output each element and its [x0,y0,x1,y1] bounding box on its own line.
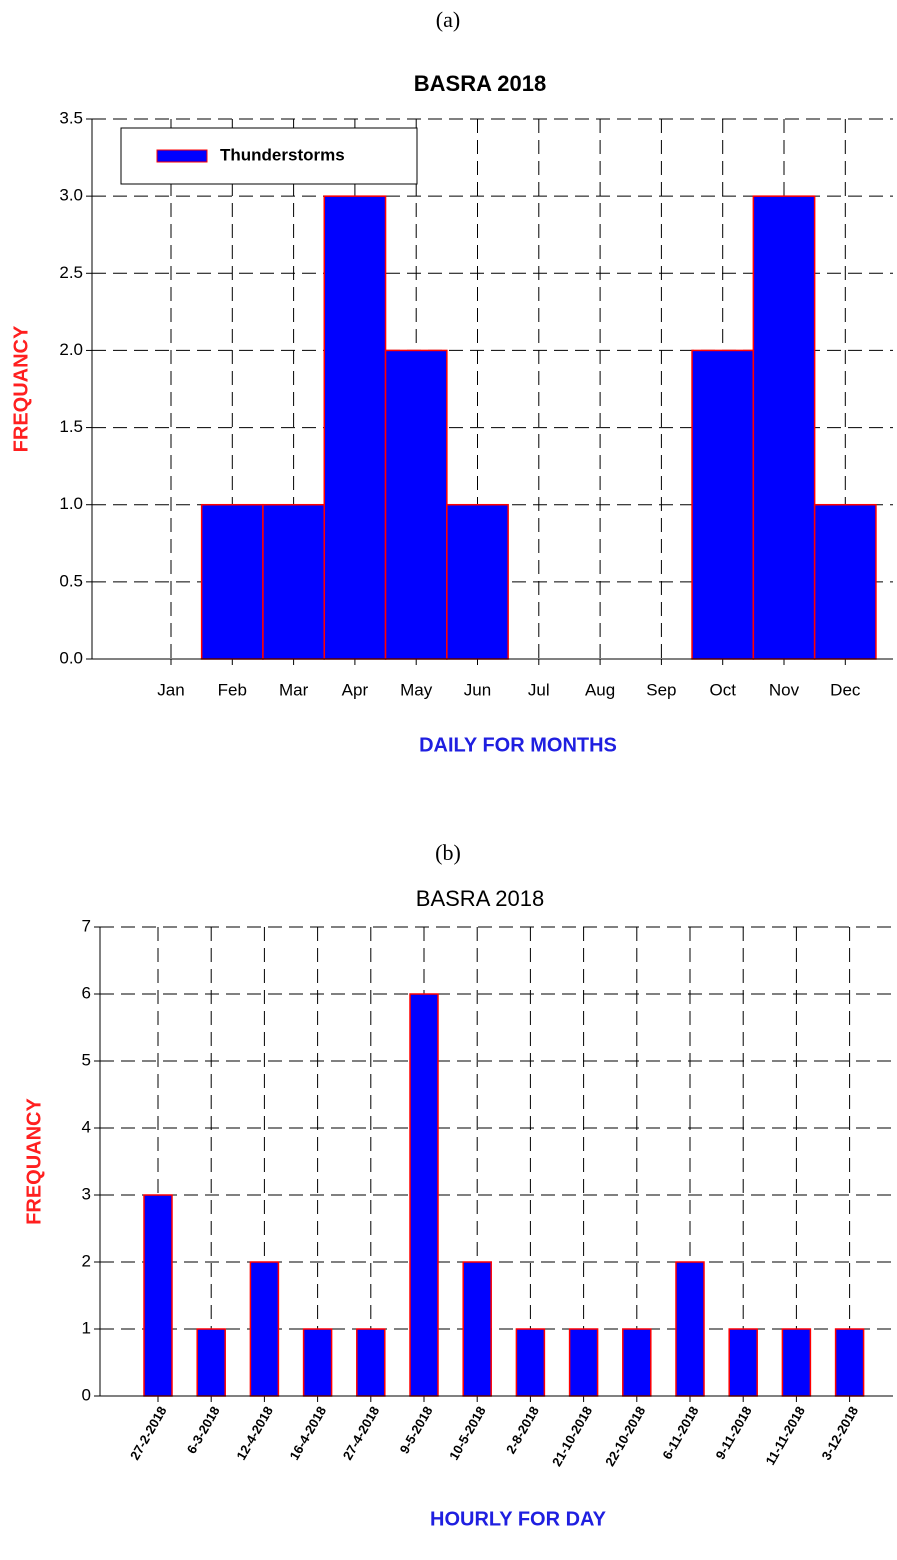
x-tick-label: Nov [769,680,800,699]
bar [143,1194,173,1397]
x-tick-label: Dec [830,680,861,699]
y-tick-label: 1.5 [59,417,83,436]
y-tick-label: 1.0 [59,494,83,513]
x-tick-label: 27-4-2018 [340,1404,383,1463]
x-tick-label: Jun [464,680,491,699]
bar [356,1328,386,1397]
legend-label: Thunderstorms [220,145,345,164]
bar [196,1328,226,1397]
bar [462,1261,492,1397]
x-axis-label: HOURLY FOR DAY [430,1508,607,1530]
x-tick-label: Sep [646,680,676,699]
x-tick-label: 16-4-2018 [287,1404,330,1463]
x-tick-label: 27-2-2018 [127,1404,170,1463]
x-tick-label: 21-10-2018 [549,1404,595,1469]
x-tick-label: 10-5-2018 [446,1404,489,1463]
bar [446,503,509,660]
bar [728,1328,758,1397]
y-axis-label: FREQUANCY [10,325,32,452]
x-tick-label: 3-12-2018 [819,1404,862,1463]
x-tick-label: 2-8-2018 [503,1404,542,1457]
bar [752,195,816,660]
y-tick-label: 7 [82,916,91,935]
x-tick-label: Jul [528,680,550,699]
bar [409,993,439,1397]
legend-box [120,127,418,185]
y-tick-label: 0.5 [59,571,83,590]
y-tick-label: 5 [82,1050,91,1069]
x-axis-label: DAILY FOR MONTHS [419,734,617,756]
legend-swatch [156,149,208,163]
bar [323,195,387,660]
y-tick-label: 0.0 [59,648,83,667]
bar [675,1261,705,1397]
x-tick-label: 22-10-2018 [602,1404,648,1469]
x-tick-label: Apr [342,680,369,699]
y-tick-label: 3.0 [59,186,83,205]
bar [262,503,326,660]
x-tick-label: Oct [709,680,736,699]
x-tick-label: Jan [157,680,184,699]
x-tick-label: 12-4-2018 [233,1404,276,1463]
x-tick-label: 11-11-2018 [762,1404,808,1468]
y-tick-label: 4 [82,1117,91,1136]
x-tick-label: Mar [279,680,309,699]
y-axis-label: FREQUANCY [23,1098,45,1225]
y-tick-label: 3 [82,1184,91,1203]
x-tick-label: 9-11-2018 [713,1404,755,1462]
bar [200,503,264,660]
y-tick-label: 2 [82,1251,91,1270]
y-tick-label: 3.5 [59,108,83,127]
x-tick-label: 6-3-2018 [184,1404,223,1457]
bar [515,1328,546,1397]
x-tick-label: 6-11-2018 [659,1404,701,1462]
x-tick-label: Aug [585,680,615,699]
bar [813,503,877,660]
bar [302,1328,333,1397]
y-tick-label: 1 [82,1318,91,1337]
chart-title: BASRA 2018 [416,886,544,911]
bar [622,1328,652,1397]
y-tick-label: 0 [82,1385,91,1404]
bar [781,1328,812,1397]
chart-title: BASRA 2018 [414,71,546,96]
y-tick-label: 2.5 [59,263,83,282]
panel-label: (a) [436,7,460,32]
bar [384,349,448,660]
x-tick-label: May [400,680,433,699]
bar [834,1328,865,1397]
y-tick-label: 2.0 [59,340,83,359]
bar [691,349,755,660]
bar [568,1328,599,1397]
bar [249,1261,280,1397]
y-tick-label: 6 [82,983,91,1002]
x-tick-label: 9-5-2018 [397,1404,436,1457]
panel-label: (b) [435,840,461,865]
x-tick-label: Feb [218,680,247,699]
